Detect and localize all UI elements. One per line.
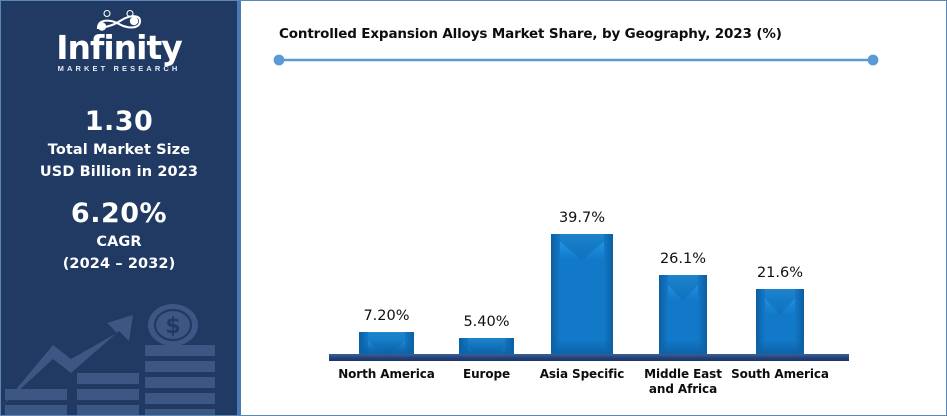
bar-value-label: 7.20%	[363, 308, 410, 325]
bar-bevel-bottom	[659, 340, 707, 354]
bar-bevel-right	[698, 275, 707, 354]
infinity-people-icon	[89, 9, 149, 35]
sidebar-panel: Infinity MARKET RESEARCH 1.30 Total Mark…	[1, 1, 237, 415]
chart-title: Controlled Expansion Alloys Market Share…	[279, 26, 782, 42]
bar-value-label: 39.7%	[558, 210, 606, 226]
bar-bevel-bottom	[359, 340, 414, 354]
bar-group: 39.7%	[551, 210, 613, 354]
bar-group: 21.6%	[756, 265, 804, 354]
bar-group: 26.1%	[659, 251, 707, 354]
bar-4[interactable]	[659, 275, 707, 354]
bar-bevel-bottom	[459, 340, 514, 354]
category-label-3: Asia Specific	[539, 367, 625, 381]
svg-text:$: $	[165, 314, 180, 339]
bar-bevel-right	[795, 288, 804, 354]
bar-chart-plot: 7.20% North America 5.40% Europe 39.7% Asia S…	[241, 1, 946, 415]
bar-bevel-left	[659, 275, 668, 354]
bar-value-label: 26.1%	[659, 251, 707, 268]
bar-value-label: 21.6%	[756, 264, 804, 281]
bar-bevel-right	[604, 234, 613, 354]
stats-spacer	[1, 183, 237, 197]
brand-logo: Infinity MARKET RESEARCH	[1, 9, 237, 73]
sidebar-edge-stripe	[237, 1, 241, 415]
bar-bevel-bottom	[551, 340, 613, 354]
bar-1[interactable]	[359, 332, 414, 354]
bar-bevel-bottom	[756, 340, 804, 354]
bar-3[interactable]	[551, 234, 613, 354]
dollar-coin-icon: $	[148, 304, 198, 346]
bar-5[interactable]	[756, 288, 804, 354]
bar-2[interactable]	[459, 337, 514, 354]
market-size-label-line2: USD Billion in 2023	[39, 164, 199, 180]
bar-bevel-left	[551, 234, 560, 354]
cagr-period: (2024 – 2032)	[62, 256, 176, 272]
category-label-2: Europe	[462, 367, 511, 381]
logo-tagline: MARKET RESEARCH	[57, 64, 181, 73]
market-size-value: 1.30	[84, 106, 154, 137]
bar-group: 5.40%	[459, 314, 514, 354]
category-label-5: South America	[731, 367, 829, 381]
sidebar-decoration: $	[1, 297, 237, 415]
category-label-1: North America	[338, 367, 435, 381]
bar-stack-icon	[5, 345, 215, 415]
market-size-label-line1: Total Market Size	[47, 142, 191, 158]
bar-bevel-left	[756, 288, 765, 354]
key-stats: 1.30 Total Market Size USD Billion in 20…	[1, 105, 237, 275]
logo-wordmark: Infinity	[56, 28, 183, 67]
bar-group: 7.20%	[359, 308, 414, 354]
title-underline-rule	[271, 52, 881, 68]
category-label-4: Middle East and Africa	[644, 367, 722, 396]
bar-value-label: 5.40%	[463, 313, 510, 330]
cagr-value: 6.20%	[70, 198, 168, 229]
growth-arrow-icon	[3, 315, 133, 405]
cagr-label: CAGR	[96, 234, 142, 250]
chart-panel: Controlled Expansion Alloys Market Share…	[241, 1, 946, 415]
chart-baseline	[329, 354, 849, 361]
